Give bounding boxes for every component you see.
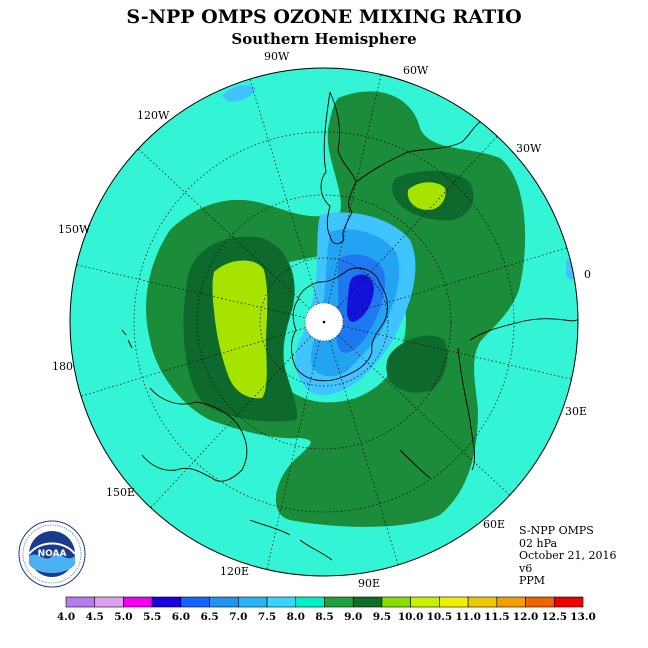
contour-9.0-east (386, 335, 448, 393)
colorbar-swatch (209, 596, 239, 608)
colorbar-swatches (65, 596, 584, 608)
coastlines (121, 91, 578, 561)
lon-label-60e: 60E (483, 518, 505, 531)
info-units: PPM (519, 574, 546, 587)
colorbar-tick-label: 6.5 (200, 611, 218, 623)
info-date: October 21, 2016 (519, 549, 617, 562)
colorbar-tick-label: 6.0 (172, 611, 190, 623)
colorbar-tick-label: 10.5 (427, 611, 453, 623)
info-block: S-NPP OMPS 02 hPa October 21, 2016 v6 PP… (519, 524, 617, 588)
lon-label-180: 180 (52, 360, 73, 373)
lon-label-90e: 90E (358, 577, 380, 590)
contour-7.5-edge (222, 85, 256, 102)
lon-label-60w: 60W (403, 64, 429, 77)
colorbar-tick-label: 12.0 (513, 611, 539, 623)
noaa-logo-text: NOAA (38, 549, 67, 559)
info-version: v6 (519, 561, 533, 575)
colorbar-swatch (180, 596, 210, 608)
page-subtitle: Southern Hemisphere (231, 30, 417, 48)
colorbar-tick-label: 8.5 (315, 611, 333, 623)
colorbar-swatch (65, 596, 96, 608)
lon-label-150e: 150E (106, 486, 135, 499)
colorbar-tick-label: 5.0 (114, 611, 132, 623)
colorbar-swatch (266, 596, 297, 608)
colorbar-swatch (151, 596, 182, 608)
hemisphere-border (69, 67, 579, 577)
colorbar-tick-label: 10.0 (398, 611, 424, 623)
lon-label-0: 0 (584, 268, 591, 281)
colorbar-tick-label: 11.0 (455, 611, 481, 623)
contour-6.0 (346, 274, 374, 322)
colorbar-tick-label: 11.5 (484, 611, 510, 623)
contour-9.5-west (212, 260, 268, 399)
colorbar-tick-label: 5.5 (143, 611, 161, 623)
longitude-labels: 90W 60W 30W 0 30E 60E 90E 120E 150E 180 … (52, 50, 591, 590)
colorbar-swatch (94, 596, 124, 608)
colorbar-tick-label: 9.5 (373, 611, 391, 623)
colorbar-swatch (324, 596, 354, 608)
lon-label-90w: 90W (264, 50, 290, 63)
page-title: S-NPP OMPS OZONE MIXING RATIO (126, 6, 522, 28)
colorbar-swatch (123, 596, 153, 608)
latitude-circles (133, 131, 515, 513)
colorbar-tick-label: 9.0 (344, 611, 362, 623)
colorbar-swatch (525, 596, 555, 608)
colorbar-swatch (410, 596, 440, 608)
colorbar-tick-label: 13.0 (570, 611, 596, 623)
colorbar-swatch (467, 596, 498, 608)
colorbar-tick-label: 7.5 (258, 611, 276, 623)
noaa-logo: NOAA (18, 520, 86, 588)
colorbar-swatch (439, 596, 469, 608)
colorbar-swatch (553, 596, 584, 608)
colorbar-tick-label: 7.0 (229, 611, 247, 623)
colorbar: 4.0 4.5 5.0 5.5 6.0 6.5 7.0 7.5 8.0 8.5 9.0 9.5 10.0… (57, 596, 596, 623)
info-instrument: S-NPP OMPS (519, 524, 594, 537)
colorbar-tick-label: 4.0 (57, 611, 75, 623)
lon-label-120w: 120W (137, 109, 170, 122)
colorbar-swatch (496, 596, 526, 608)
colorbar-swatch (352, 596, 383, 608)
lon-label-30w: 30W (516, 142, 542, 155)
colorbar-labels: 4.0 4.5 5.0 5.5 6.0 6.5 7.0 7.5 8.0 8.5 9.0 9.5 10.0… (57, 611, 596, 623)
colorbar-swatch (295, 596, 325, 608)
colorbar-swatch (381, 596, 411, 608)
lon-label-30e: 30E (565, 405, 587, 418)
lon-label-150w: 150W (58, 223, 91, 236)
pole-point (322, 320, 326, 324)
colorbar-swatch (238, 596, 268, 608)
contour-9.5-north (407, 182, 446, 210)
info-level: 02 hPa (519, 536, 558, 550)
colorbar-tick-label: 8.0 (287, 611, 305, 623)
colorbar-tick-label: 12.5 (541, 611, 567, 623)
colorbar-tick-label: 4.5 (86, 611, 104, 623)
lon-label-120e: 120E (220, 565, 249, 578)
